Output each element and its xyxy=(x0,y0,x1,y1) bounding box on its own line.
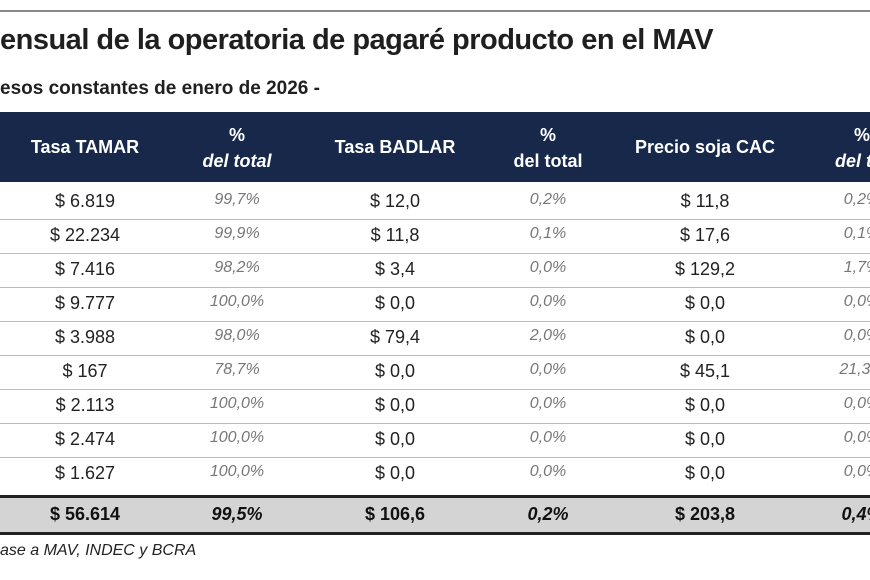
header-cell: del total xyxy=(202,151,272,171)
total-cell: $ 203,8 xyxy=(674,504,736,524)
total-cell: 0,4% xyxy=(841,504,870,524)
cell: $ 0,0 xyxy=(684,463,726,483)
cell: $ 2.474 xyxy=(54,429,116,449)
cell: 0,0% xyxy=(843,429,870,446)
cell: $ 6.819 xyxy=(54,191,116,211)
cell: 100,0% xyxy=(209,429,265,446)
cell: $ 167 xyxy=(62,361,108,381)
row-divider xyxy=(0,389,870,390)
cell: $ 11,8 xyxy=(370,225,420,245)
cell: $ 0,0 xyxy=(684,429,726,449)
cell: $ 11,8 xyxy=(680,191,730,211)
cell: 98,2% xyxy=(214,259,260,276)
cell: 0,0% xyxy=(529,463,567,480)
cell: $ 22.234 xyxy=(49,225,121,245)
cell: 1,7% xyxy=(843,259,870,276)
top-rule xyxy=(0,10,870,12)
cell: $ 3.988 xyxy=(54,327,116,347)
cell: $ 12,0 xyxy=(369,191,421,211)
source-note: ase a MAV, INDEC y BCRA xyxy=(0,542,197,559)
cell: $ 0,0 xyxy=(374,395,416,415)
cell: 0,0% xyxy=(529,361,567,378)
cell: $ 0,0 xyxy=(374,361,416,381)
cell: $ 17,6 xyxy=(679,225,731,245)
header-cell: % xyxy=(539,125,557,145)
cell: $ 2.113 xyxy=(55,395,115,415)
cell: $ 1.627 xyxy=(54,463,116,483)
cell: 100,0% xyxy=(209,395,265,412)
header-cell: del tot xyxy=(835,151,870,171)
cell: 0,0% xyxy=(529,395,567,412)
cell: 0,0% xyxy=(843,463,870,480)
header-cell: Tasa BADLAR xyxy=(334,137,456,157)
header-cell: del total xyxy=(513,151,583,171)
cell: 100,0% xyxy=(209,463,265,480)
cell: 98,0% xyxy=(214,327,260,344)
subtitle: esos constantes de enero de 2026 - xyxy=(0,78,320,99)
cell: 99,9% xyxy=(214,225,260,242)
cell: $ 9.777 xyxy=(54,293,116,313)
cell: 0,0% xyxy=(529,293,567,310)
cell: $ 0,0 xyxy=(684,293,726,313)
cell: $ 0,0 xyxy=(684,327,726,347)
cell: $ 0,0 xyxy=(684,395,726,415)
cell: 100,0% xyxy=(209,293,265,310)
total-cell: $ 56.614 xyxy=(49,504,121,524)
row-divider xyxy=(0,457,870,458)
cell: 0,1% xyxy=(529,225,567,242)
cell: 0,0% xyxy=(843,293,870,310)
cell: $ 0,0 xyxy=(374,463,416,483)
total-row xyxy=(0,495,870,535)
cell: 0,0% xyxy=(843,395,870,412)
cell: 0,0% xyxy=(529,429,567,446)
total-cell: $ 106,6 xyxy=(364,504,426,524)
cell: 21,3% xyxy=(839,361,870,378)
total-cell: 0,2% xyxy=(527,504,569,524)
cell: 0,1% xyxy=(843,225,870,242)
header-cell: % xyxy=(853,125,870,145)
cell: $ 7.416 xyxy=(54,259,116,279)
row-divider xyxy=(0,219,870,220)
cell: 0,0% xyxy=(529,259,567,276)
cell: 2,0% xyxy=(529,327,567,344)
cell: $ 129,2 xyxy=(674,259,736,279)
cell: $ 79,4 xyxy=(369,327,421,347)
total-cell: 99,5% xyxy=(211,504,263,524)
cell: $ 45,1 xyxy=(679,361,731,381)
row-divider xyxy=(0,355,870,356)
cell: 0,2% xyxy=(843,191,870,208)
cell: 0,0% xyxy=(843,327,870,344)
row-divider xyxy=(0,321,870,322)
row-divider xyxy=(0,423,870,424)
header-cell: % xyxy=(228,125,246,145)
cell: $ 0,0 xyxy=(374,429,416,449)
header-cell: Tasa TAMAR xyxy=(30,137,140,157)
cell: 99,7% xyxy=(214,191,260,208)
header-cell: Precio soja CAC xyxy=(634,137,776,157)
title: ensual de la operatoria de pagaré produc… xyxy=(0,24,714,56)
cell: 0,2% xyxy=(529,191,567,208)
table-header xyxy=(0,112,870,182)
cell: 78,7% xyxy=(214,361,260,378)
row-divider xyxy=(0,287,870,288)
cell: $ 0,0 xyxy=(374,293,416,313)
row-divider xyxy=(0,253,870,254)
cell: $ 3,4 xyxy=(374,259,416,279)
